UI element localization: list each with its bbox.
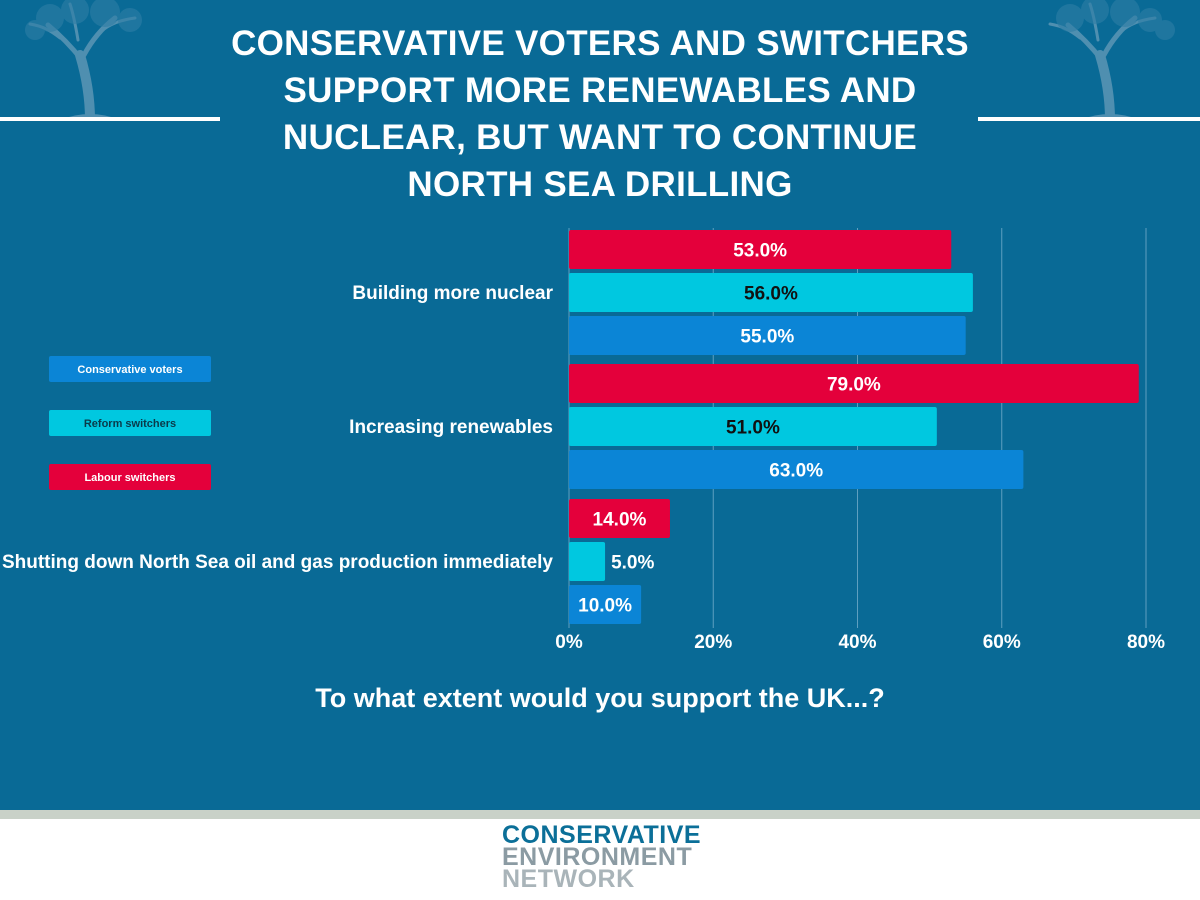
value-label-reform-0: 56.0% [744, 284, 798, 305]
value-label-conservative-2: 10.0% [578, 596, 632, 617]
bar-labour-0 [569, 230, 952, 269]
legend-swatch-1 [49, 410, 211, 436]
chart-title: CONSERVATIVE VOTERS AND SWITCHERS SUPPOR… [231, 24, 969, 204]
footer-stripe [0, 810, 1200, 819]
cen-logo: CONSERVATIVE ENVIRONMENT NETWORK [502, 821, 722, 893]
x-tick-label-40: 40% [838, 632, 876, 653]
banner-background [0, 0, 1200, 810]
logo-line-network: NETWORK [502, 865, 635, 893]
logo-line-conservative: CONSERVATIVE [502, 821, 702, 849]
value-label-labour-1: 79.0% [827, 375, 881, 396]
title-rule-left [0, 117, 220, 121]
bar-conservative-1 [569, 450, 1024, 489]
legend-label-0: Conservative voters [77, 364, 182, 376]
category-label-0: Building more nuclear [352, 283, 553, 304]
x-tick-label-20: 20% [694, 632, 732, 653]
logo-line-environment: ENVIRONMENT [502, 843, 693, 871]
footer [0, 819, 1200, 900]
legend-label-2: Labour switchers [84, 472, 175, 484]
x-axis-title: To what extent would you support the UK.… [315, 683, 884, 713]
title-rule-right [978, 117, 1200, 121]
bar-chart: 53.0% 79.0% 14.0% 56.0% 51.0% 5.0% 55.0% 63.0% 1… [2, 228, 1165, 713]
value-label-labour-0: 53.0% [733, 241, 787, 262]
legend-swatch-0 [49, 356, 211, 382]
bar-conservative-0 [569, 316, 966, 355]
value-label-conservative-1: 63.0% [769, 461, 823, 482]
value-label-conservative-0: 55.0% [740, 327, 794, 348]
category-label-1: Increasing renewables [349, 417, 553, 438]
bar-labour-2 [569, 499, 670, 538]
tree-right-icon [1048, 0, 1175, 120]
bar-reform-2 [569, 542, 606, 581]
bar-reform-0 [569, 273, 973, 312]
bar-conservative-2 [569, 585, 642, 624]
bar-reform-1 [569, 407, 937, 446]
x-tick-label-80: 80% [1127, 632, 1165, 653]
x-tick-label-60: 60% [983, 632, 1021, 653]
bar-labour-1 [569, 364, 1139, 403]
legend-label-1: Reform switchers [84, 418, 176, 430]
x-tick-label-0: 0% [555, 632, 583, 653]
value-label-reform-2: 5.0% [611, 553, 654, 574]
value-label-labour-2: 14.0% [593, 510, 647, 531]
value-label-reform-1: 51.0% [726, 418, 780, 439]
legend-swatch-2 [49, 464, 211, 490]
category-label-2: Shutting down North Sea oil and gas prod… [2, 552, 553, 573]
